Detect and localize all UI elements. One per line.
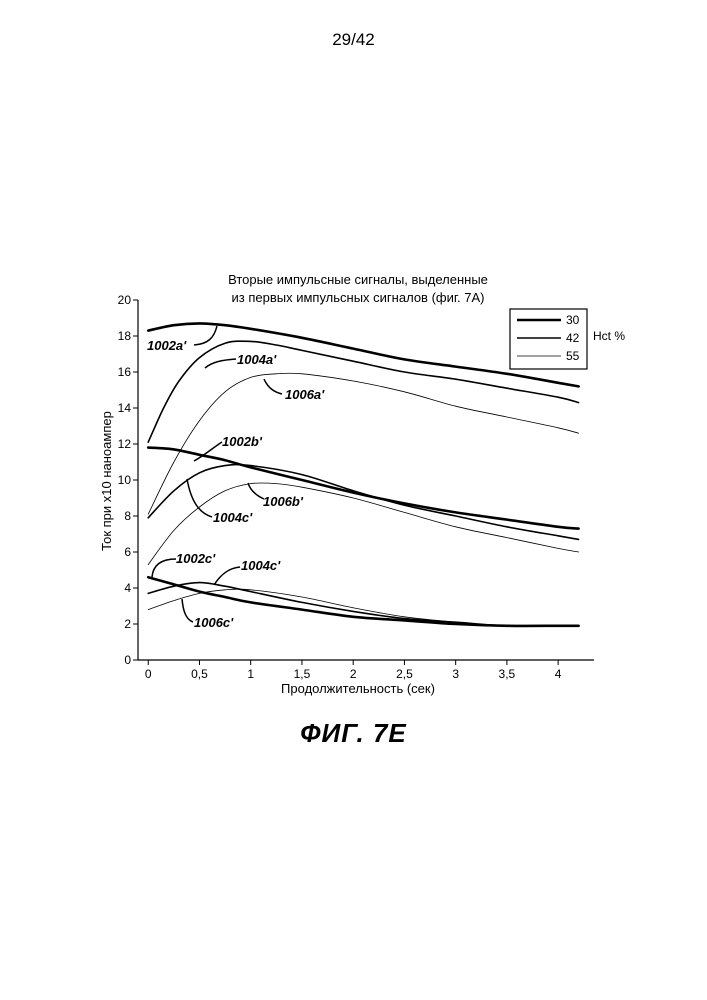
annotation-label: 1006b'	[263, 494, 304, 509]
y-tick-label: 4	[124, 581, 131, 595]
x-tick-label: 3	[452, 667, 459, 681]
x-tick-label: 2,5	[396, 667, 413, 681]
y-tick-label: 18	[118, 329, 132, 343]
annotation-leader	[152, 559, 176, 577]
x-tick-label: 4	[555, 667, 562, 681]
y-tick-label: 2	[124, 617, 131, 631]
y-tick-label: 0	[124, 653, 131, 667]
y-tick-label: 12	[118, 437, 132, 451]
y-tick-label: 6	[124, 545, 131, 559]
annotation-label: 1002a'	[147, 338, 187, 353]
annotation-label: 1004a'	[237, 352, 277, 367]
legend-entry-42: 42	[566, 331, 580, 345]
annotation-leader	[205, 359, 236, 368]
legend-entry-30: 30	[566, 313, 580, 327]
series-line-b-hct-42	[148, 465, 578, 540]
chart-subtitle: из первых импульсных сигналов (фиг. 7A)	[232, 290, 485, 305]
annotation-leader	[182, 599, 193, 622]
annotation-label: 1006a'	[285, 387, 325, 402]
y-tick-label: 20	[118, 293, 132, 307]
x-tick-label: 0,5	[191, 667, 208, 681]
annotation-leader	[187, 479, 212, 517]
annotation-label: 1002c'	[176, 551, 216, 566]
annotation-label: 1004c'	[241, 558, 281, 573]
x-tick-label: 3,5	[499, 667, 516, 681]
figure-caption: ФИГ. 7E	[0, 718, 707, 749]
annotation-leader	[194, 326, 217, 345]
annotation-leader	[264, 379, 282, 394]
x-tick-label: 1,5	[294, 667, 311, 681]
y-tick-label: 8	[124, 509, 131, 523]
annotation-label: 1006c'	[194, 615, 234, 630]
x-tick-label: 0	[145, 667, 152, 681]
x-tick-label: 1	[247, 667, 254, 681]
y-axis-label: Ток при x10 наноампер	[99, 411, 114, 551]
y-tick-label: 10	[118, 473, 132, 487]
x-axis-label: Продолжительность (сек)	[281, 681, 435, 696]
legend-title: Hct %	[593, 329, 625, 343]
legend-entry-55: 55	[566, 349, 580, 363]
annotation-leader	[248, 483, 264, 499]
annotation-label: 1002b'	[222, 434, 263, 449]
chart-title: Вторые импульсные сигналы, выделенные	[228, 272, 488, 287]
y-tick-label: 14	[118, 401, 132, 415]
x-tick-label: 2	[350, 667, 357, 681]
y-tick-label: 16	[118, 365, 132, 379]
legend: 30 42 55 Hct %	[510, 309, 625, 369]
annotation-leader	[214, 567, 240, 585]
annotation-label: 1004c'	[213, 510, 253, 525]
